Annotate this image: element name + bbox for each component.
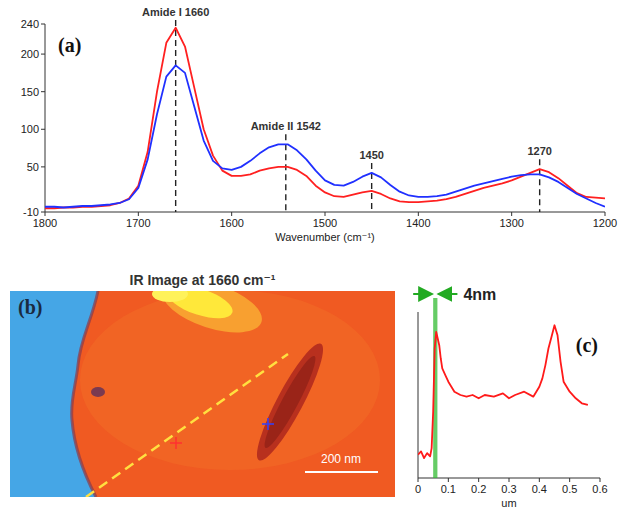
x-tick-label: 1800 bbox=[33, 217, 57, 229]
series-group bbox=[418, 325, 588, 458]
x-tick bbox=[231, 212, 232, 216]
y-tick-label: 150 bbox=[21, 86, 39, 98]
profile-line bbox=[86, 354, 288, 497]
annotation-label: 1270 bbox=[527, 145, 551, 157]
x-tick bbox=[418, 478, 419, 482]
y-tick-label: 100 bbox=[21, 123, 39, 135]
x-tick-label: 1500 bbox=[313, 217, 337, 229]
x-tick-label: 0.2 bbox=[471, 483, 486, 495]
series-line bbox=[45, 28, 605, 208]
x-tick-label: 0.5 bbox=[562, 483, 577, 495]
y-tick-label: -10 bbox=[23, 206, 39, 218]
panel-0: 1800 1700 1600 1500 1400 1300 1200 -10 50 100 150 2… bbox=[21, 6, 618, 243]
x-tick-label: 1600 bbox=[219, 217, 243, 229]
x-tick-label: 1200 bbox=[593, 217, 617, 229]
peak-line bbox=[175, 20, 176, 212]
annotation-label: Amide I 1660 bbox=[142, 6, 209, 18]
x-tick bbox=[600, 478, 601, 482]
dark-streak-core bbox=[259, 352, 322, 451]
series-line bbox=[418, 325, 588, 458]
panel-letter: (c) bbox=[576, 334, 598, 357]
x-tick bbox=[539, 478, 540, 482]
x-tick-label: 1400 bbox=[406, 217, 430, 229]
image-title: IR Image at 1660 cm⁻¹ bbox=[130, 272, 276, 288]
series-group bbox=[45, 28, 605, 208]
peak-line bbox=[371, 163, 372, 212]
scale-bar-label: 200 nm bbox=[321, 452, 361, 466]
ir-image: 200 nm (b) IR Image at 1660 cm⁻¹ bbox=[10, 269, 395, 497]
x-tick bbox=[138, 212, 139, 216]
y-tick-label: 200 bbox=[21, 48, 39, 60]
substrate-region bbox=[10, 291, 98, 497]
x-tick-label: 1700 bbox=[126, 217, 150, 229]
x-tick bbox=[448, 478, 449, 482]
dark-spot bbox=[91, 387, 105, 397]
annotation-label: Amide II 1542 bbox=[251, 120, 321, 132]
x-tick bbox=[569, 478, 570, 482]
x-tick-label: 0.1 bbox=[441, 483, 456, 495]
x-tick bbox=[509, 478, 510, 482]
y-tick-label: 50 bbox=[27, 161, 39, 173]
x-tick bbox=[478, 478, 479, 482]
x-tick bbox=[511, 212, 512, 216]
x-tick-label: 0 bbox=[415, 483, 421, 495]
panel-1: 0 0.1 0.2 0.3 0.4 0.5 0.6 um 4nm (c) bbox=[413, 286, 607, 509]
spectrum-marker bbox=[267, 418, 269, 430]
x-axis-title: um bbox=[501, 497, 516, 509]
x-axis-title: Wavenumber (cm⁻¹) bbox=[275, 231, 375, 243]
spectrum-marker bbox=[175, 437, 177, 449]
x-tick-label: 0.3 bbox=[501, 483, 516, 495]
x-tick bbox=[325, 212, 326, 216]
annotation-label: 1450 bbox=[359, 149, 383, 161]
x-tick-label: 1300 bbox=[499, 217, 523, 229]
peak-line bbox=[539, 159, 540, 212]
y-tick-label: 240 bbox=[21, 18, 39, 30]
annotations: 4nm bbox=[413, 286, 496, 478]
x-tick bbox=[605, 212, 606, 216]
x-tick-label: 0.4 bbox=[532, 483, 547, 495]
y-tick bbox=[41, 129, 45, 130]
arrow bbox=[413, 293, 432, 295]
y-tick bbox=[41, 24, 45, 25]
panel-letter: (a) bbox=[58, 34, 81, 57]
series-line bbox=[45, 65, 605, 207]
x-tick bbox=[45, 212, 46, 216]
x-tick bbox=[418, 212, 419, 216]
arrow bbox=[438, 293, 457, 295]
figure: 1800 1700 1600 1500 1400 1300 1200 -10 50 100 150 2… bbox=[0, 0, 629, 517]
panel-letter: (b) bbox=[18, 296, 42, 319]
y-tick bbox=[41, 166, 45, 167]
dark-streak bbox=[248, 338, 333, 467]
y-tick bbox=[41, 54, 45, 55]
y-tick bbox=[41, 212, 45, 213]
y-tick bbox=[41, 91, 45, 92]
y-axis bbox=[45, 24, 46, 212]
annotation-label: 4nm bbox=[463, 286, 496, 303]
scale-bar bbox=[305, 471, 378, 473]
x-tick-label: 0.6 bbox=[592, 483, 607, 495]
peak-line bbox=[285, 134, 286, 212]
hot-spot bbox=[152, 291, 188, 302]
image-content bbox=[10, 291, 395, 497]
